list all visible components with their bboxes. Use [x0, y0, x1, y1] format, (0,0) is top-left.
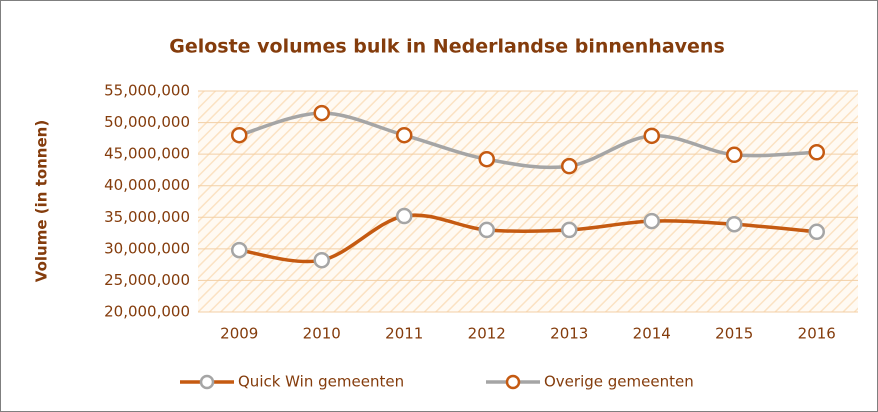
series-line: [238, 111, 817, 170]
marker: [808, 143, 825, 161]
marker: [643, 212, 660, 230]
x-tick-label: 2015: [715, 325, 753, 343]
x-tick-label: 2011: [385, 325, 423, 343]
legend-label: Overige gemeenten: [544, 373, 694, 391]
y-tick-label: 30,000,000: [104, 239, 190, 257]
marker: [396, 126, 413, 144]
marker: [313, 251, 330, 269]
x-tick-label: 2013: [550, 325, 588, 343]
y-tick-label: 35,000,000: [104, 208, 190, 226]
marker: [726, 146, 743, 164]
y-tick-label: 40,000,000: [104, 176, 190, 194]
x-tick-label: 2014: [633, 325, 671, 343]
x-tick-label: 2009: [220, 325, 258, 343]
plot-area: [198, 91, 858, 312]
y-tick-label: 25,000,000: [104, 271, 190, 289]
marker: [478, 221, 495, 239]
x-tick-label: 2010: [303, 325, 341, 343]
marker: [643, 127, 660, 145]
marker: [231, 241, 248, 259]
series-line: [238, 213, 817, 264]
x-tick-label: 2016: [798, 325, 836, 343]
marker: [313, 104, 330, 122]
y-tick-label: 55,000,000: [104, 82, 190, 100]
marker: [231, 126, 248, 144]
y-axis-label: Volume (in tonnen): [33, 120, 51, 282]
legend-label: Quick Win gemeenten: [238, 373, 404, 391]
legend-marker: [505, 374, 521, 390]
y-tick-label: 45,000,000: [104, 145, 190, 163]
x-tick-label: 2012: [468, 325, 506, 343]
marker: [726, 215, 743, 233]
marker: [396, 207, 413, 225]
legend-marker: [199, 374, 215, 390]
chart-title: Geloste volumes bulk in Nederlandse binn…: [169, 36, 725, 58]
marker: [808, 223, 825, 241]
marker: [478, 150, 495, 168]
marker: [561, 157, 578, 175]
y-tick-label: 20,000,000: [104, 303, 190, 321]
y-tick-label: 50,000,000: [104, 113, 190, 131]
marker: [561, 221, 578, 239]
